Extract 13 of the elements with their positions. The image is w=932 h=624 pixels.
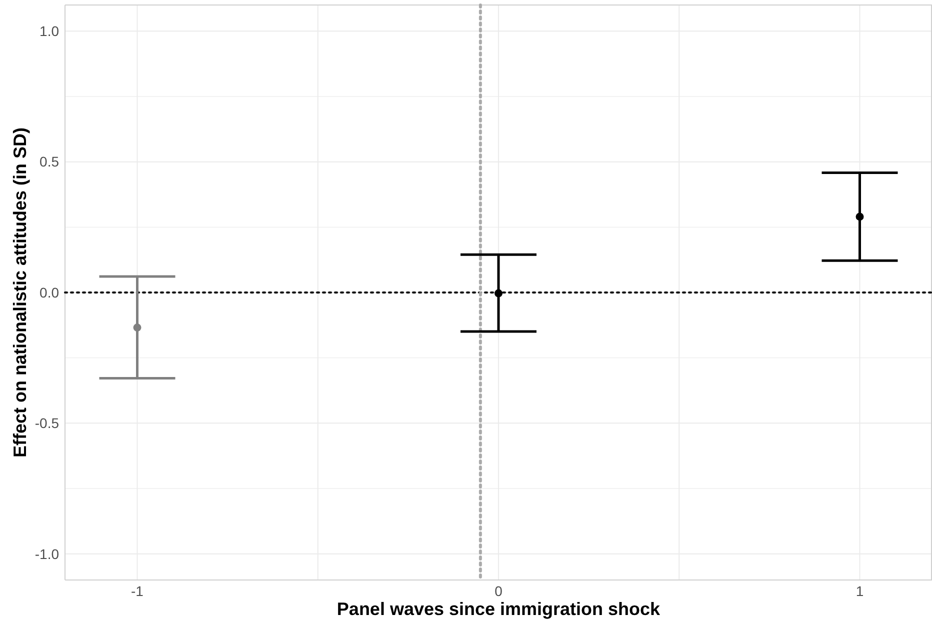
y-tick-label: 1.0 [40, 23, 60, 40]
x-tick-label: 1 [856, 583, 864, 599]
y-axis-title: Effect on nationalistic attitudes (in SD) [10, 127, 30, 458]
point [856, 212, 864, 221]
y-tick-label: -0.5 [34, 415, 60, 432]
y-tick-label: -1.0 [34, 546, 60, 562]
y-tick-label: 0.0 [40, 284, 60, 300]
point [494, 289, 502, 298]
point [133, 324, 142, 332]
x-axis-title: Panel waves since immigration shock [336, 599, 662, 619]
x-tick-label: 0 [494, 583, 503, 599]
y-tick-label: 0.5 [40, 154, 60, 170]
x-tick-label: -1 [131, 583, 144, 599]
